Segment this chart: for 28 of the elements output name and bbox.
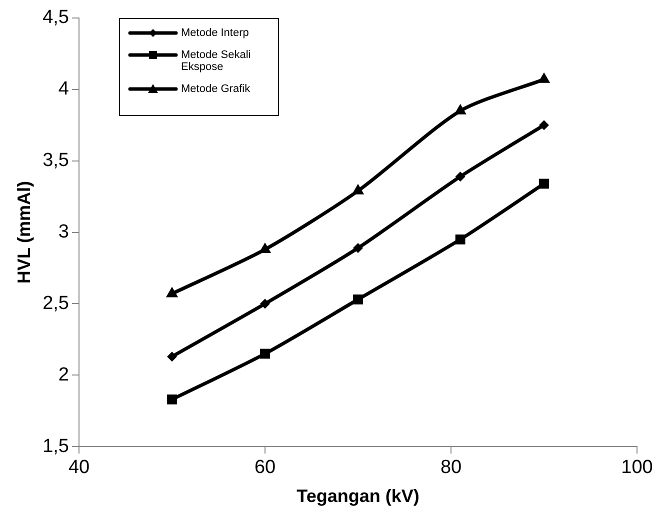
point xyxy=(353,294,363,304)
legend-label: Metode Grafik xyxy=(181,83,252,95)
point xyxy=(454,104,466,114)
y-tick-label: 1,5 xyxy=(42,436,70,457)
point xyxy=(167,394,177,404)
y-tick-label: 3,5 xyxy=(42,150,70,172)
point xyxy=(455,172,466,182)
x-tick-label: 40 xyxy=(68,457,90,478)
point xyxy=(260,298,270,309)
point xyxy=(455,234,466,244)
legend-label: Metode Interp xyxy=(181,27,250,39)
y-tick-label: 4 xyxy=(58,78,70,100)
point xyxy=(539,178,549,189)
point xyxy=(260,348,270,359)
legend-label: Metode Sekali Ekspose xyxy=(181,49,252,73)
x-tick-label: 80 xyxy=(440,457,462,478)
point xyxy=(167,352,178,362)
y-axis-title: HVL (mmAl) xyxy=(14,180,34,284)
x-axis-title: Tegangan (kV) xyxy=(296,486,420,506)
x-tick-label: 100 xyxy=(621,457,653,478)
y-tick-label: 3 xyxy=(58,222,70,243)
y-tick-label: 2 xyxy=(58,364,70,386)
y-tick-label: 4,5 xyxy=(42,7,70,28)
point xyxy=(539,120,549,130)
x-tick-label: 60 xyxy=(254,457,276,478)
point xyxy=(352,184,364,194)
y-tick-label: 2,5 xyxy=(42,292,70,314)
point xyxy=(353,243,364,254)
